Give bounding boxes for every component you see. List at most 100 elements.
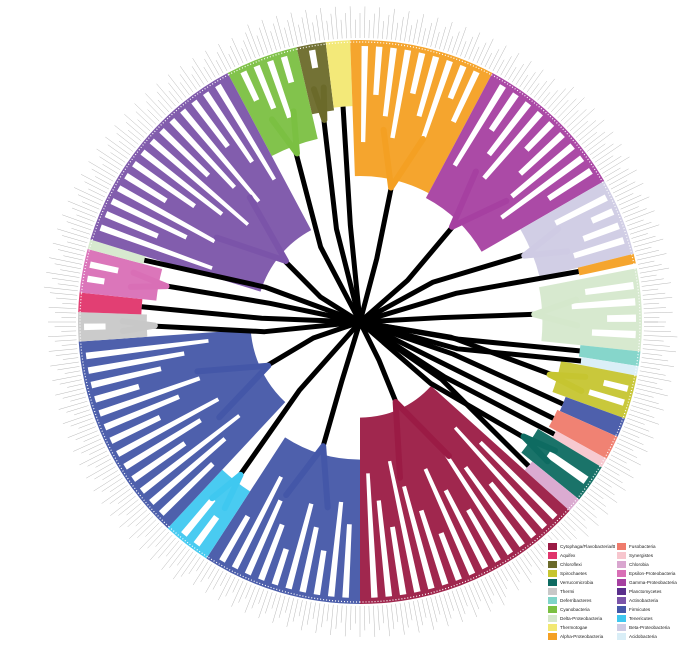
clade-gap	[109, 415, 162, 444]
clade-leaves	[168, 526, 208, 558]
leaf-label	[134, 103, 157, 125]
leaf-label	[625, 422, 650, 432]
clade-gap	[110, 198, 188, 240]
leaf-label	[643, 303, 660, 305]
leaf-label	[137, 519, 157, 538]
legend-swatch	[617, 624, 626, 631]
clade-gap	[500, 155, 585, 220]
legend-item: Aquifex	[548, 551, 615, 560]
leaf-label	[271, 593, 277, 609]
leaf-label	[530, 83, 540, 95]
legend-label: Thermi	[560, 589, 575, 594]
clade-gap	[280, 55, 295, 84]
leaf-label	[64, 370, 81, 374]
leaf-label	[62, 413, 92, 424]
leaf-label	[581, 132, 597, 145]
leaf-label	[49, 292, 78, 296]
clade-gap	[123, 418, 202, 470]
leaf-label	[229, 45, 240, 66]
clade-gap	[416, 55, 440, 117]
legend-swatch	[617, 543, 626, 550]
leaf-label	[443, 593, 452, 619]
backbone-branch	[233, 320, 362, 483]
leaf-label-ring	[43, 6, 678, 637]
legend-item: Spirochaetes	[548, 569, 615, 578]
leaf-label	[484, 52, 492, 68]
clade-gap	[327, 501, 344, 597]
leaf-label	[129, 516, 154, 539]
leaf-label	[256, 35, 264, 55]
leaf-label	[604, 167, 621, 178]
leaf-label	[635, 392, 654, 398]
clade-gap	[453, 426, 548, 530]
clade-gap	[158, 462, 215, 516]
leaf-label	[421, 599, 427, 618]
legend-swatch	[548, 561, 557, 568]
backbone-branch	[359, 319, 564, 407]
clade-gap	[191, 99, 230, 149]
legend-swatch	[548, 579, 557, 586]
legend-swatch	[548, 570, 557, 577]
legend-item: Thermi	[548, 587, 615, 596]
leaf-label	[451, 31, 460, 54]
clade-gap	[215, 83, 277, 181]
leaf-label	[315, 603, 321, 634]
leaf-label	[287, 20, 294, 46]
backbone-branch	[359, 311, 543, 325]
clade-gap	[546, 450, 589, 484]
leaf-label	[530, 549, 544, 567]
leaf-label	[643, 339, 664, 342]
legend-label: Chloroflexi	[560, 562, 582, 567]
leaf-label	[99, 156, 121, 170]
leaf-label	[105, 136, 131, 156]
leaf-label	[231, 37, 244, 64]
leaf-label	[563, 110, 579, 125]
leaf-label	[578, 119, 605, 142]
leaf-label	[643, 307, 666, 309]
leaf-label	[94, 466, 116, 480]
legend-label: Alpha-Proteobacteria	[560, 634, 604, 639]
leaf-label	[72, 207, 97, 218]
leaf-label	[451, 590, 463, 622]
clade-sector	[578, 345, 641, 367]
clade-leaves	[88, 239, 93, 250]
legend-swatch	[617, 579, 626, 586]
leaf-label	[218, 574, 232, 601]
leaf-label	[166, 540, 180, 557]
legend-swatch	[617, 597, 626, 604]
leaf-label	[168, 90, 180, 104]
leaf-label	[566, 516, 589, 537]
leaf-label	[537, 78, 555, 101]
leaf-label	[191, 66, 205, 85]
leaf-label	[70, 396, 87, 402]
leaf-label	[635, 247, 652, 252]
leaf-label	[102, 470, 118, 480]
leaf-label	[126, 502, 142, 516]
leaf-label	[156, 83, 176, 107]
leaf-label	[623, 208, 647, 218]
clade-stem	[310, 84, 328, 123]
clade-stem	[380, 126, 427, 191]
clade-sector	[87, 239, 146, 264]
leaf-label	[76, 214, 95, 222]
leaf-label	[48, 307, 77, 309]
leaf-label	[350, 605, 352, 630]
leaf-label	[118, 499, 139, 516]
clade-gap	[510, 143, 575, 199]
leaf-label	[434, 595, 441, 615]
clade-leaves	[296, 43, 326, 50]
leaf-label	[637, 253, 667, 261]
leaf-label	[118, 140, 133, 152]
leaf-label	[515, 559, 532, 583]
leaf-label	[637, 383, 663, 390]
leaf-label	[228, 53, 236, 68]
leaf-label	[641, 357, 669, 362]
legend-item: Tenericutes	[617, 614, 684, 623]
leaf-label	[631, 405, 650, 412]
clade-gap	[103, 394, 180, 431]
clade-sector	[78, 292, 143, 315]
clade-leaves	[601, 181, 633, 255]
clade-gap	[390, 49, 412, 139]
leaf-label	[67, 200, 98, 214]
legend-item: Epsilon-Proteobacteria	[617, 569, 684, 578]
